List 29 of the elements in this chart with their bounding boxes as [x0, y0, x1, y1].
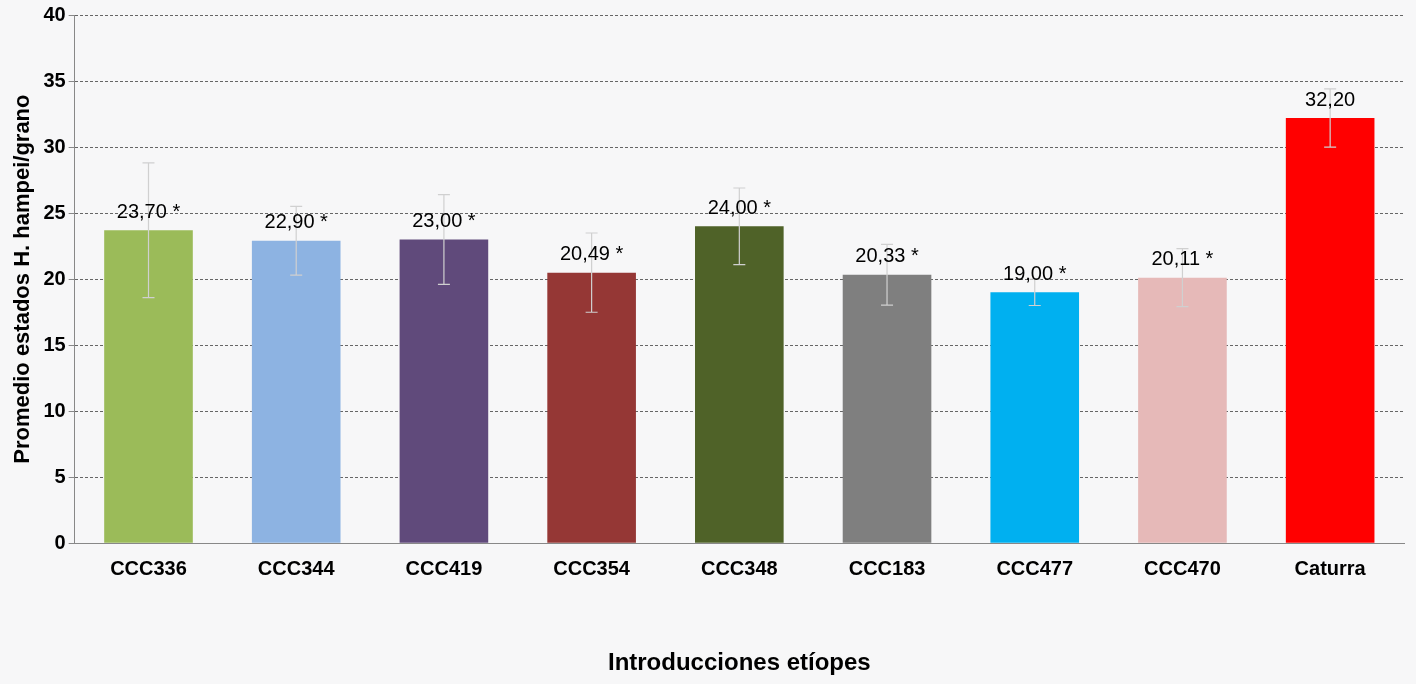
x-tick-label: CCC470 — [1144, 556, 1221, 579]
y-axis-title: Promedio estados H. hampei/grano — [9, 94, 35, 464]
data-label: 24,00 * — [707, 195, 772, 218]
y-tick-label: 20 — [43, 266, 66, 289]
data-label: 23,70 * — [116, 199, 181, 222]
x-tick-label: CCC344 — [257, 556, 336, 579]
y-tick-label: 0 — [54, 530, 66, 553]
y-tick-label: 35 — [43, 68, 66, 91]
x-axis-title: Introducciones etíopes — [607, 648, 871, 676]
x-tick-label: CCC354 — [553, 556, 631, 579]
x-tick-label: Caturra — [1294, 556, 1367, 579]
data-label: 20,11 * — [1151, 247, 1214, 270]
y-tick-label: 5 — [54, 464, 66, 487]
x-tick-label: CCC419 — [405, 556, 483, 579]
y-tick-label: 25 — [43, 200, 66, 223]
data-label: 20,49 * — [559, 242, 624, 265]
data-label: 23,00 * — [412, 209, 476, 231]
x-tick-label: CCC183 — [848, 556, 926, 579]
x-tick-label: CCC336 — [110, 556, 187, 579]
x-tick-label: CCC477 — [996, 556, 1074, 579]
y-tick-label: 30 — [43, 134, 66, 157]
y-tick-label: 40 — [43, 2, 66, 25]
x-tick-label: CCC348 — [700, 556, 778, 579]
y-tick-label: 10 — [43, 398, 66, 421]
y-tick-label: 15 — [43, 332, 66, 355]
data-label: 22,90 * — [264, 210, 329, 233]
data-label: 19,00 * — [1003, 261, 1067, 284]
data-label: 32,20 — [1305, 87, 1356, 110]
data-label: 20,33 * — [855, 244, 919, 267]
